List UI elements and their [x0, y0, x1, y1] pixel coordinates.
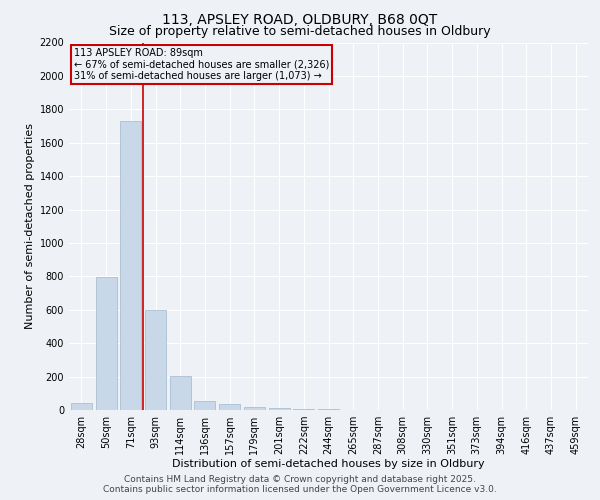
Bar	[219, 404, 240, 410]
Bar	[170, 376, 191, 410]
Bar	[269, 408, 290, 410]
Bar	[71, 404, 92, 410]
Text: Size of property relative to semi-detached houses in Oldbury: Size of property relative to semi-detach…	[109, 25, 491, 38]
X-axis label: Distribution of semi-detached houses by size in Oldbury: Distribution of semi-detached houses by …	[172, 458, 485, 468]
Y-axis label: Number of semi-detached properties: Number of semi-detached properties	[25, 123, 35, 329]
Bar	[194, 401, 215, 410]
Bar	[120, 121, 141, 410]
Text: 113, APSLEY ROAD, OLDBURY, B68 0QT: 113, APSLEY ROAD, OLDBURY, B68 0QT	[163, 12, 437, 26]
Bar	[145, 310, 166, 410]
Text: Contains HM Land Registry data © Crown copyright and database right 2025.
Contai: Contains HM Land Registry data © Crown c…	[103, 474, 497, 494]
Text: 113 APSLEY ROAD: 89sqm
← 67% of semi-detached houses are smaller (2,326)
31% of : 113 APSLEY ROAD: 89sqm ← 67% of semi-det…	[74, 48, 329, 81]
Bar	[95, 277, 116, 410]
Bar	[293, 409, 314, 410]
Bar	[244, 407, 265, 410]
